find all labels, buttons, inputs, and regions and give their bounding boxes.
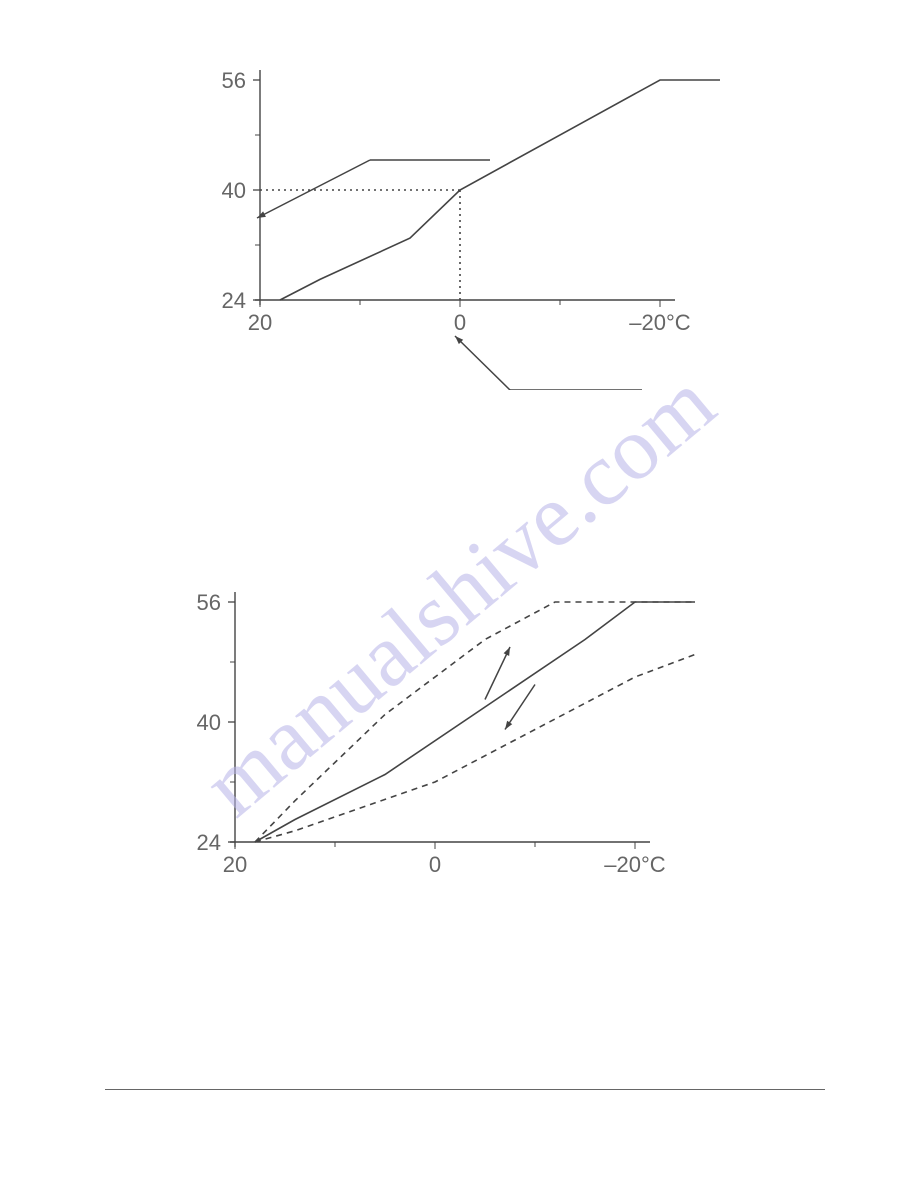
svg-text:–20°C: –20°C: [629, 310, 691, 335]
svg-text:24: 24: [222, 288, 246, 313]
svg-text:56: 56: [222, 68, 246, 93]
svg-text:40: 40: [197, 710, 221, 735]
svg-text:–20°C: –20°C: [604, 852, 666, 877]
svg-text:0: 0: [429, 852, 441, 877]
svg-text:20: 20: [223, 852, 247, 877]
svg-text:20: 20: [248, 310, 272, 335]
svg-text:40: 40: [222, 178, 246, 203]
svg-text:24: 24: [197, 830, 221, 855]
heating-curve-chart-1: 24 40 56 20 0 –20°C: [200, 10, 720, 390]
svg-text:0: 0: [454, 310, 466, 335]
svg-text:56: 56: [197, 590, 221, 615]
heating-curve-chart-2: 24 40 56 20 0 –20°C: [175, 532, 695, 912]
footer-separator: [105, 1089, 825, 1090]
